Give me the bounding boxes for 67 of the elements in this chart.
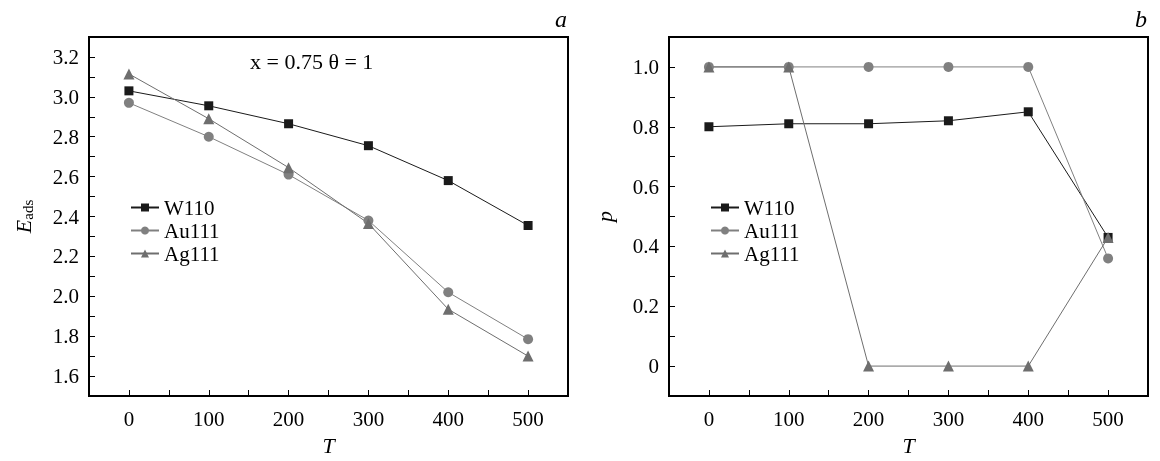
legend-label: Ag111	[744, 241, 800, 266]
x-tick-label: 500	[512, 406, 544, 431]
point	[1022, 360, 1034, 372]
point	[943, 116, 953, 126]
x-tick-label: 300	[932, 406, 965, 431]
point	[363, 141, 373, 151]
x-tick-label: 100	[773, 406, 805, 431]
point	[784, 119, 794, 129]
y-tick-label: 2.6	[52, 164, 79, 189]
x-tick-label: 0	[123, 406, 135, 431]
x-tick-label: 200	[852, 406, 885, 431]
point	[204, 101, 214, 111]
point	[203, 131, 214, 142]
y-tick-label: 2.2	[52, 244, 79, 269]
y-tick-label: 3.2	[52, 44, 79, 69]
y-tick-label: 1.8	[52, 324, 79, 349]
point	[523, 220, 533, 230]
legend-label: Ag111	[164, 241, 220, 266]
point	[284, 119, 294, 129]
x-tick-label: 500	[1092, 406, 1124, 431]
point	[523, 334, 534, 345]
point	[863, 360, 875, 372]
legend-label: W110	[744, 195, 795, 220]
point	[443, 287, 454, 298]
x-axis-title: T	[322, 432, 337, 458]
y-tick-label: 0.6	[632, 174, 659, 199]
legend-label: Au111	[164, 218, 220, 243]
y-tick-label: 0	[648, 354, 659, 379]
y-tick-label: 1.6	[52, 364, 79, 389]
y-axis-title: p	[591, 211, 617, 224]
point	[443, 176, 453, 186]
annotation: x = 0.75 θ = 1	[250, 48, 374, 74]
point	[1103, 253, 1114, 264]
x-tick-label: 0	[703, 406, 715, 431]
chart-title: a	[555, 6, 567, 32]
x-axis-title: T	[902, 432, 917, 458]
point	[522, 350, 534, 362]
y-tick-label: 0.2	[632, 294, 659, 319]
point	[203, 113, 215, 125]
point	[704, 122, 714, 132]
x-tick-label: 400	[1012, 406, 1044, 431]
chart-title: b	[1135, 6, 1147, 32]
y-tick-label: 0.8	[632, 114, 659, 139]
point	[942, 360, 954, 372]
point	[123, 97, 134, 108]
x-tick-label: 200	[272, 406, 305, 431]
point	[124, 86, 134, 96]
point	[283, 162, 295, 174]
point	[123, 68, 135, 80]
legend-label: W110	[164, 195, 215, 220]
x-tick-label: 300	[352, 406, 385, 431]
y-tick-label: 2.0	[52, 284, 79, 309]
point	[864, 119, 874, 129]
point	[1023, 107, 1033, 117]
legend-label: Au111	[744, 218, 800, 243]
y-axis-title: Eads	[11, 199, 36, 235]
y-tick-label: 3.0	[52, 84, 79, 109]
y-tick-label: 2.4	[52, 204, 80, 229]
point	[1023, 61, 1034, 72]
y-tick-label: 1.0	[632, 54, 659, 79]
point	[943, 61, 954, 72]
y-tick-label: 0.4	[632, 234, 660, 259]
y-tick-label: 2.8	[52, 124, 79, 149]
point	[863, 61, 874, 72]
x-tick-label: 400	[432, 406, 464, 431]
x-tick-label: 100	[193, 406, 225, 431]
point	[442, 303, 454, 315]
